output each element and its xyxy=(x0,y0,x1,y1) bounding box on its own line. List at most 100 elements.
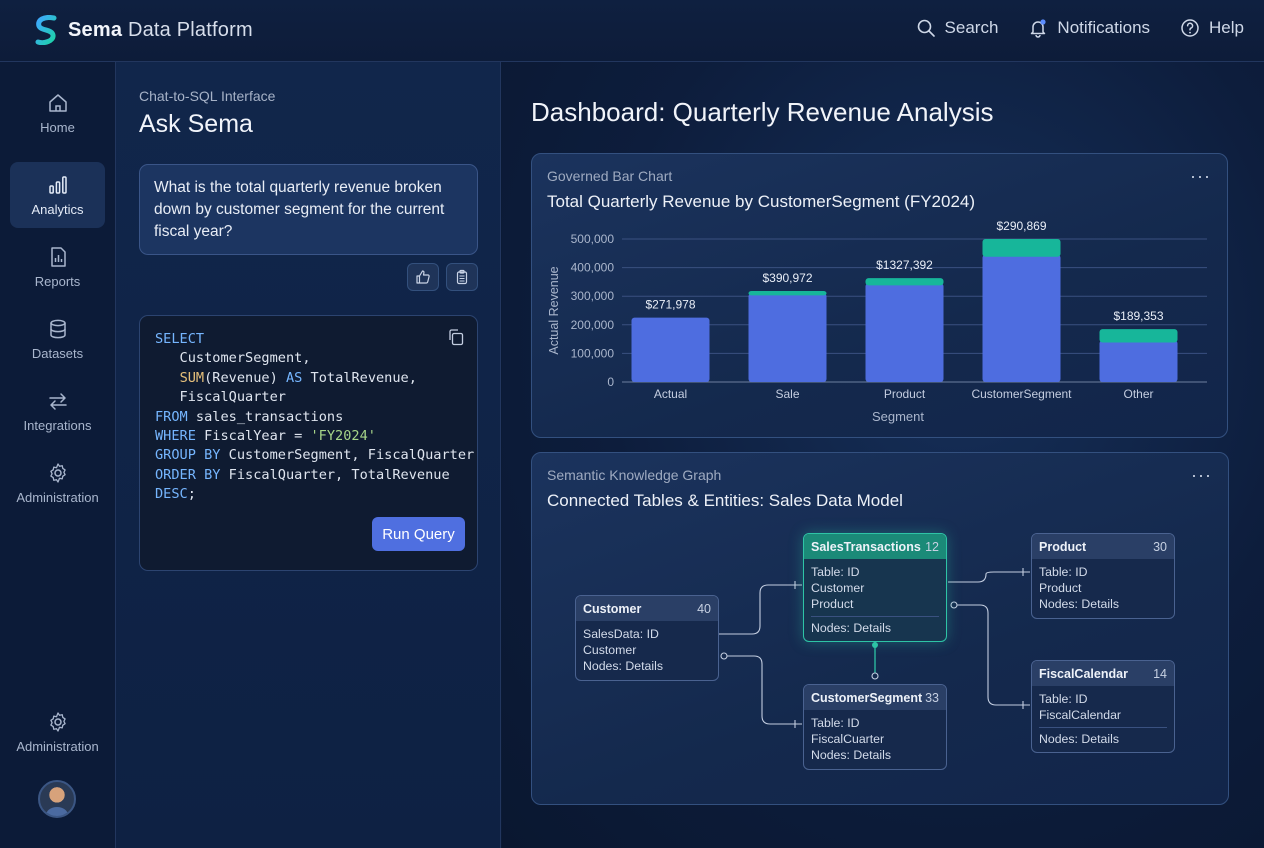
notifications-label: Notifications xyxy=(1057,18,1151,37)
node-title: FiscalCalendar xyxy=(1039,666,1128,681)
bar-highlight-segment xyxy=(748,291,827,296)
x-tick-label: Actual xyxy=(654,387,687,401)
app-title: Sema Data Platform xyxy=(68,19,253,42)
bar xyxy=(631,317,710,382)
nav-analytics-label: Analytics xyxy=(31,201,84,217)
nav-datasets[interactable]: Datasets xyxy=(10,306,105,372)
node-count: 40 xyxy=(697,601,711,616)
edge-customer-sales xyxy=(719,584,802,635)
report-icon xyxy=(50,246,66,267)
dashboard-title: Dashboard: Quarterly Revenue Analysis xyxy=(531,97,994,127)
nav-analytics[interactable]: Analytics xyxy=(10,162,105,228)
bell-icon xyxy=(1031,19,1047,38)
node-line: Customer xyxy=(583,643,637,657)
bar-chart-card: Governed Bar Chart Total Quarterly Reven… xyxy=(531,153,1228,438)
help-label: Help xyxy=(1209,18,1244,37)
node-line: Product xyxy=(811,597,854,611)
node-line: Nodes: Details xyxy=(1039,597,1119,611)
run-query-button[interactable]: Run Query xyxy=(372,517,465,551)
node-line: FiscalCalendar xyxy=(1039,708,1122,722)
bar-highlight-segment xyxy=(982,239,1061,257)
bar-highlight-segment xyxy=(865,278,944,286)
nav-administration[interactable]: Administration xyxy=(10,450,105,516)
clipboard-icon xyxy=(456,269,468,285)
search-button[interactable]: Search xyxy=(916,18,999,38)
sql-code-block[interactable]: SELECT CustomerSegment, SUM(Revenue) AS … xyxy=(139,315,478,571)
bar xyxy=(982,254,1061,382)
nav-integrations[interactable]: Integrations xyxy=(10,378,105,444)
chat-title: Ask Sema xyxy=(139,110,253,138)
search-label: Search xyxy=(944,18,999,37)
graph-node-customersegment[interactable]: CustomerSegment 33 Table: ID FiscalCuarte… xyxy=(803,684,947,770)
y-tick-label: 0 xyxy=(607,375,614,389)
x-tick-label: CustomerSegment xyxy=(971,387,1072,401)
y-tick-label: 100,000 xyxy=(571,346,615,360)
dashboard-area: Dashboard: Quarterly Revenue Analysis Go… xyxy=(502,62,1264,848)
node-line: Table: ID xyxy=(1039,565,1088,579)
nav-administration-bottom-label: Administration xyxy=(16,738,99,754)
copy-icon[interactable] xyxy=(447,328,465,346)
node-line: SalesData: ID xyxy=(583,627,659,641)
data-label: $1327,392 xyxy=(876,258,933,272)
nav-administration-bottom[interactable]: Administration xyxy=(10,699,105,765)
graph-node-customer[interactable]: Customer 40 SalesData: ID Customer Nodes:… xyxy=(575,595,719,681)
y-tick-label: 400,000 xyxy=(571,261,615,275)
data-label: $271,978 xyxy=(645,298,695,312)
node-line: Product xyxy=(1039,581,1082,595)
y-tick-label: 200,000 xyxy=(571,318,615,332)
nav-integrations-label: Integrations xyxy=(23,417,92,433)
x-tick-label: Product xyxy=(884,387,926,401)
graph-node-salestransactions[interactable]: SalesTransactions 12 Table: ID Customer P… xyxy=(803,533,947,642)
swap-arrows-icon xyxy=(48,392,67,410)
nav-home[interactable]: Home xyxy=(10,80,105,146)
node-line: Table: ID xyxy=(811,716,860,730)
thumbs-up-icon xyxy=(416,270,430,284)
edge-sales-calendar xyxy=(957,604,1030,706)
edge-sales-segment xyxy=(871,637,879,680)
node-footer: Nodes: Details xyxy=(811,616,939,641)
chat-panel: Chat-to-SQL Interface Ask Sema What is t… xyxy=(116,62,501,848)
node-title: Customer xyxy=(583,601,642,616)
node-count: 33 xyxy=(925,690,939,705)
bar-card-subtitle: Governed Bar Chart xyxy=(547,168,673,184)
bar-card-menu-button[interactable]: ··· xyxy=(1190,166,1211,186)
x-axis-label: Segment xyxy=(872,409,924,424)
node-title: SalesTransactions xyxy=(811,539,921,554)
gear-icon xyxy=(49,711,66,732)
node-footer: Nodes: Details xyxy=(1039,727,1167,752)
nav-administration-label: Administration xyxy=(16,489,99,505)
node-title: CustomerSegment xyxy=(811,690,923,705)
data-label: $189,353 xyxy=(1113,309,1163,323)
graph-card-title: Connected Tables & Entities: Sales Data … xyxy=(547,491,903,510)
copy-answer-button[interactable] xyxy=(446,263,478,291)
notifications-button[interactable]: Notifications xyxy=(1028,18,1150,38)
thumbs-up-button[interactable] xyxy=(407,263,439,291)
x-tick-label: Sale xyxy=(775,387,799,401)
help-button[interactable]: Help xyxy=(1180,18,1244,38)
graph-edges xyxy=(719,568,1030,728)
node-count: 12 xyxy=(925,539,939,554)
brand[interactable]: Sema Data Platform xyxy=(34,15,253,45)
graph-card-menu-button[interactable]: ··· xyxy=(1191,465,1212,485)
edge-customer-segment xyxy=(727,655,802,725)
search-icon xyxy=(917,19,935,37)
bar xyxy=(1099,340,1178,382)
data-label: $290,869 xyxy=(996,219,1046,233)
node-line: Nodes: Details xyxy=(811,748,891,762)
node-title: Product xyxy=(1039,539,1087,554)
data-label: $390,972 xyxy=(762,271,812,285)
y-axis-label: Actual Revenue xyxy=(547,266,561,354)
node-count: 14 xyxy=(1153,666,1167,681)
nav-reports[interactable]: Reports xyxy=(10,234,105,300)
node-count: 30 xyxy=(1153,539,1167,554)
edge-sales-product xyxy=(948,571,1030,583)
graph-node-product[interactable]: Product 30 Table: ID Product Nodes: Detai… xyxy=(1031,533,1175,619)
nav-home-label: Home xyxy=(40,119,75,135)
user-avatar[interactable] xyxy=(38,780,76,818)
top-bar: Sema Data Platform Search Notifications … xyxy=(0,0,1264,62)
knowledge-graph-card: Semantic Knowledge Graph Connected Table… xyxy=(531,452,1229,805)
y-tick-label: 500,000 xyxy=(571,232,615,246)
bar-card-title: Total Quarterly Revenue by CustomerSegme… xyxy=(547,192,976,211)
graph-node-fiscalcalendar[interactable]: FiscalCalendar 14 Table: ID FiscalCalenda… xyxy=(1031,660,1175,753)
node-line: Customer xyxy=(811,581,865,595)
